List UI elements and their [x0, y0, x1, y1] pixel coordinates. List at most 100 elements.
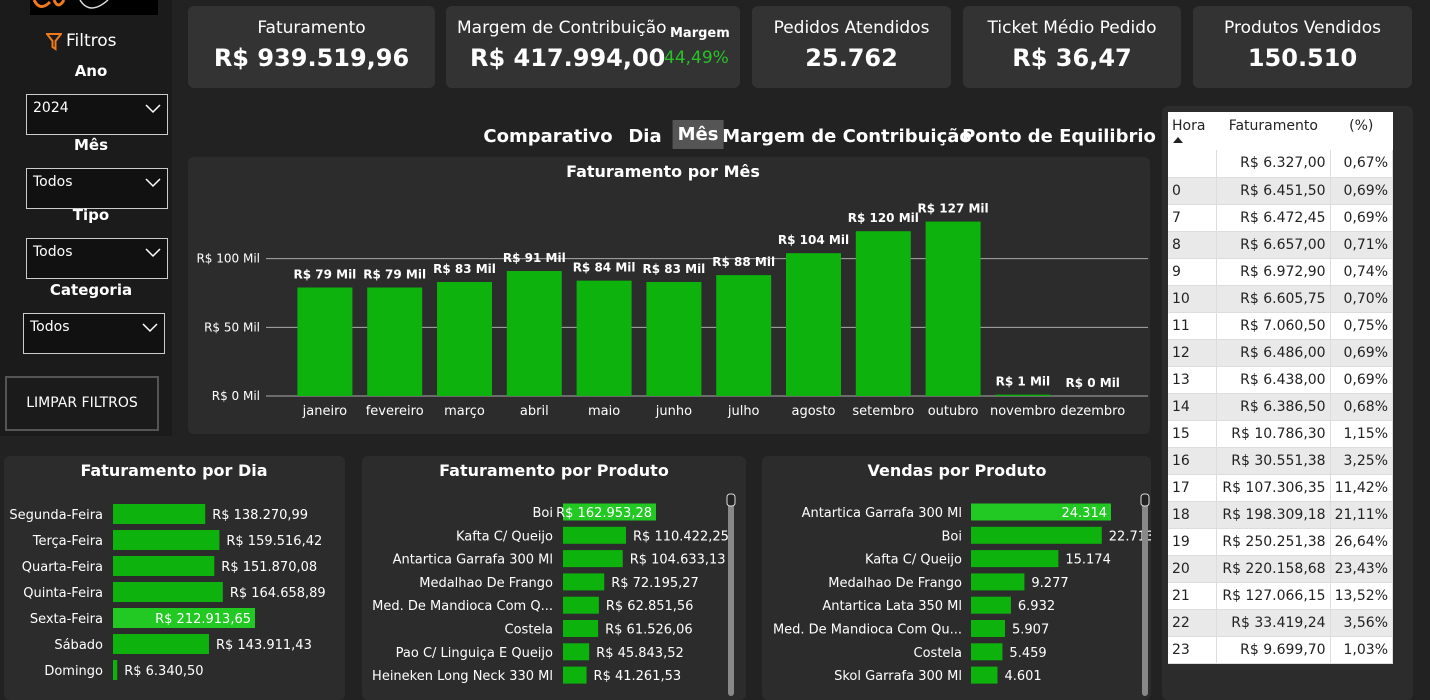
table-cell: R$ 6.386,50: [1216, 393, 1331, 421]
value-label: R$ 127 Mil: [918, 202, 989, 216]
category-label: Antartica Lata 350 Ml: [822, 599, 962, 614]
bar: [971, 573, 1025, 591]
scrollbar-track: [1142, 504, 1148, 696]
clear-filters-button[interactable]: LIMPAR FILTROS: [5, 376, 159, 431]
x-tick-label: março: [444, 404, 485, 419]
scrollbar-thumb: [726, 493, 736, 507]
table-cell: 0,67%: [1330, 150, 1394, 178]
value-label: R$ 83 Mil: [642, 262, 705, 276]
category-label: Segunda-Feira: [9, 508, 103, 523]
day-chart: Faturamento por Dia Segunda-Feira R$ 138.2…: [9, 461, 326, 680]
category-label: Med. De Mandioca Com Qu...: [773, 623, 962, 638]
table-cell: 0,70%: [1330, 285, 1394, 313]
bar: [646, 282, 702, 396]
tab[interactable]: Mês: [672, 120, 724, 149]
x-tick-label: novembro: [990, 404, 1056, 419]
header-text: (%): [1349, 118, 1374, 134]
tab[interactable]: Dia: [628, 126, 662, 147]
table-cell: R$ 127.066,15: [1216, 582, 1331, 610]
table-cell: 18: [1168, 501, 1218, 529]
category-label: Kafta C/ Queijo: [456, 529, 553, 544]
filter-select[interactable]: Todos: [23, 313, 165, 354]
value-label: R$ 162.953,28: [556, 506, 652, 521]
category-label: Domingo: [44, 664, 103, 679]
kpi-card: Produtos Vendidos 150.510: [1193, 6, 1412, 88]
table-cell: 0,69%: [1330, 339, 1394, 367]
logo: [30, 0, 158, 15]
table-row: 20 R$ 220.158,68 23,43%: [1168, 555, 1394, 583]
table-row: 8 R$ 6.657,00 0,71%: [1168, 231, 1394, 259]
x-tick-label: abril: [520, 404, 549, 419]
chart-title: Vendas por Produto: [867, 461, 1046, 480]
table-cell: 0,69%: [1330, 177, 1394, 205]
y-tick-label: R$ 50 Mil: [204, 320, 260, 334]
table-cell: R$ 107.306,35: [1216, 474, 1331, 502]
x-tick-label: julho: [727, 404, 760, 419]
value-label: R$ 104 Mil: [778, 233, 849, 247]
category-label: Sábado: [54, 638, 103, 653]
value-label: R$ 84 Mil: [573, 261, 636, 275]
table-cell: 0,69%: [1330, 366, 1394, 394]
sidebar: [0, 0, 172, 436]
value-label: R$ 120 Mil: [848, 211, 919, 225]
table-cell: 21,11%: [1330, 501, 1394, 529]
bar: [563, 573, 605, 591]
bar: [786, 253, 841, 396]
bar: [971, 620, 1006, 637]
hour-table: Hora Faturamento (%) R$ 6.327,00 0,67% 0 R$ 6.…: [1168, 112, 1394, 664]
category-label: Medalhao De Frango: [419, 576, 553, 591]
value-label: 5.907: [1012, 623, 1049, 638]
bar: [437, 282, 492, 396]
table-cell: R$ 9.699,70: [1216, 636, 1331, 664]
table-cell: 12: [1168, 339, 1218, 367]
filter-select[interactable]: Todos: [26, 238, 168, 279]
bar: [563, 643, 590, 661]
kpi-card: Faturamento R$ 939.519,96: [188, 6, 435, 88]
category-label: Med. De Mandioca Com Q...: [372, 599, 553, 614]
kpi-label: Pedidos Atendidos: [773, 18, 930, 38]
dropdown-arrow: [142, 323, 158, 333]
table-cell: 22: [1168, 609, 1218, 637]
tab[interactable]: Ponto de Equilibrio: [962, 126, 1156, 147]
category-label: Medalhao De Frango: [828, 576, 962, 591]
table-cell: 0,69%: [1330, 204, 1394, 232]
value-label: R$ 110.422,25: [633, 529, 729, 544]
table-cell: R$ 6.486,00: [1216, 339, 1331, 367]
table-cell: 26,64%: [1330, 528, 1394, 556]
funnel-icon: [46, 33, 62, 51]
header-cell: Hora: [1168, 112, 1217, 150]
logo-art: [32, 0, 109, 9]
value-label: R$ 91 Mil: [503, 251, 566, 265]
table-cell: 9: [1168, 258, 1218, 286]
kpi-value: R$ 36,47: [1012, 44, 1132, 72]
value-label: 6.932: [1018, 599, 1055, 614]
category-label: Antartica Garrafa 300 Ml: [393, 553, 553, 568]
table-cell: 1,03%: [1330, 636, 1394, 664]
table-cell: R$ 6.972,90: [1216, 258, 1331, 286]
bar: [563, 596, 599, 614]
bar: [995, 394, 1051, 396]
bar: [113, 530, 220, 550]
x-tick-label: fevereiro: [366, 404, 424, 419]
bar: [855, 231, 911, 396]
value-label: R$ 79 Mil: [293, 268, 356, 282]
tab[interactable]: Margem de Contribuição: [722, 126, 972, 147]
table-cell: R$ 10.786,30: [1216, 420, 1331, 448]
value-label: R$ 1 Mil: [996, 375, 1050, 389]
bar: [971, 503, 1111, 521]
month-chart: Faturamento por Mês R$ 0 Mil R$ 50 Mil R$ 1…: [196, 162, 1148, 419]
category-label: Costela: [505, 623, 553, 638]
value-label: R$ 151.870,08: [221, 560, 317, 575]
kpi-card: Ticket Médio Pedido R$ 36,47: [963, 6, 1181, 88]
table-row: 21 R$ 127.066,15 13,52%: [1168, 582, 1394, 610]
bar: [113, 634, 209, 654]
filter-select[interactable]: Todos: [26, 168, 168, 209]
filter-select[interactable]: 2024: [26, 94, 168, 135]
value-label: R$ 104.633,13: [630, 553, 726, 568]
table-cell: 0,75%: [1330, 312, 1394, 340]
dropdown-arrow: [145, 178, 161, 188]
category-label: Pao C/ Linguiça E Queijo: [396, 646, 553, 661]
tab[interactable]: Comparativo: [483, 126, 613, 147]
bar: [506, 271, 562, 396]
